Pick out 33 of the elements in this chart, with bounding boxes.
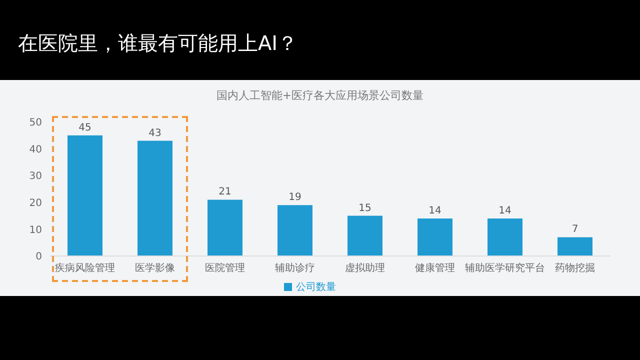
x-tick-label: 健康管理 — [415, 262, 455, 274]
data-label: 21 — [218, 186, 232, 198]
y-tick-label: 50 — [29, 118, 42, 129]
data-label: 45 — [78, 122, 92, 134]
y-tick-label: 10 — [29, 224, 42, 236]
data-label: 14 — [498, 205, 512, 216]
x-tick-label: 药物挖掘 — [555, 262, 595, 274]
data-label: 14 — [428, 205, 442, 216]
bar — [488, 218, 522, 256]
x-tick-label: 疾病风险管理 — [55, 262, 115, 274]
x-tick-label: 辅助医学研究平台 — [465, 262, 545, 274]
bar — [418, 218, 452, 256]
chart-title: 在医院里，谁最有可能用上AI？ — [18, 30, 298, 57]
y-tick-label: 40 — [29, 144, 42, 156]
x-tick-label: 医学影像 — [135, 262, 175, 274]
x-tick-label: 辅助诊疗 — [275, 262, 315, 274]
data-label: 19 — [288, 192, 302, 204]
x-tick-label: 虚拟助理 — [345, 262, 385, 274]
bar — [68, 135, 102, 256]
bar — [558, 237, 592, 256]
x-tick-label: 医院管理 — [205, 262, 245, 274]
bar — [278, 205, 312, 256]
y-tick-label: 30 — [29, 171, 42, 182]
data-label: 7 — [572, 224, 578, 236]
data-label: 15 — [358, 202, 372, 214]
bar — [348, 216, 382, 256]
bar — [138, 140, 172, 256]
bar — [208, 200, 242, 256]
y-tick-label: 0 — [36, 252, 42, 263]
chart-subtitle: 国内人工智能+医疗各大应用场景公司数量 — [215, 88, 425, 103]
y-tick-label: 20 — [29, 198, 42, 209]
data-label: 43 — [148, 128, 162, 139]
legend-label: 公司数量 — [296, 282, 336, 293]
